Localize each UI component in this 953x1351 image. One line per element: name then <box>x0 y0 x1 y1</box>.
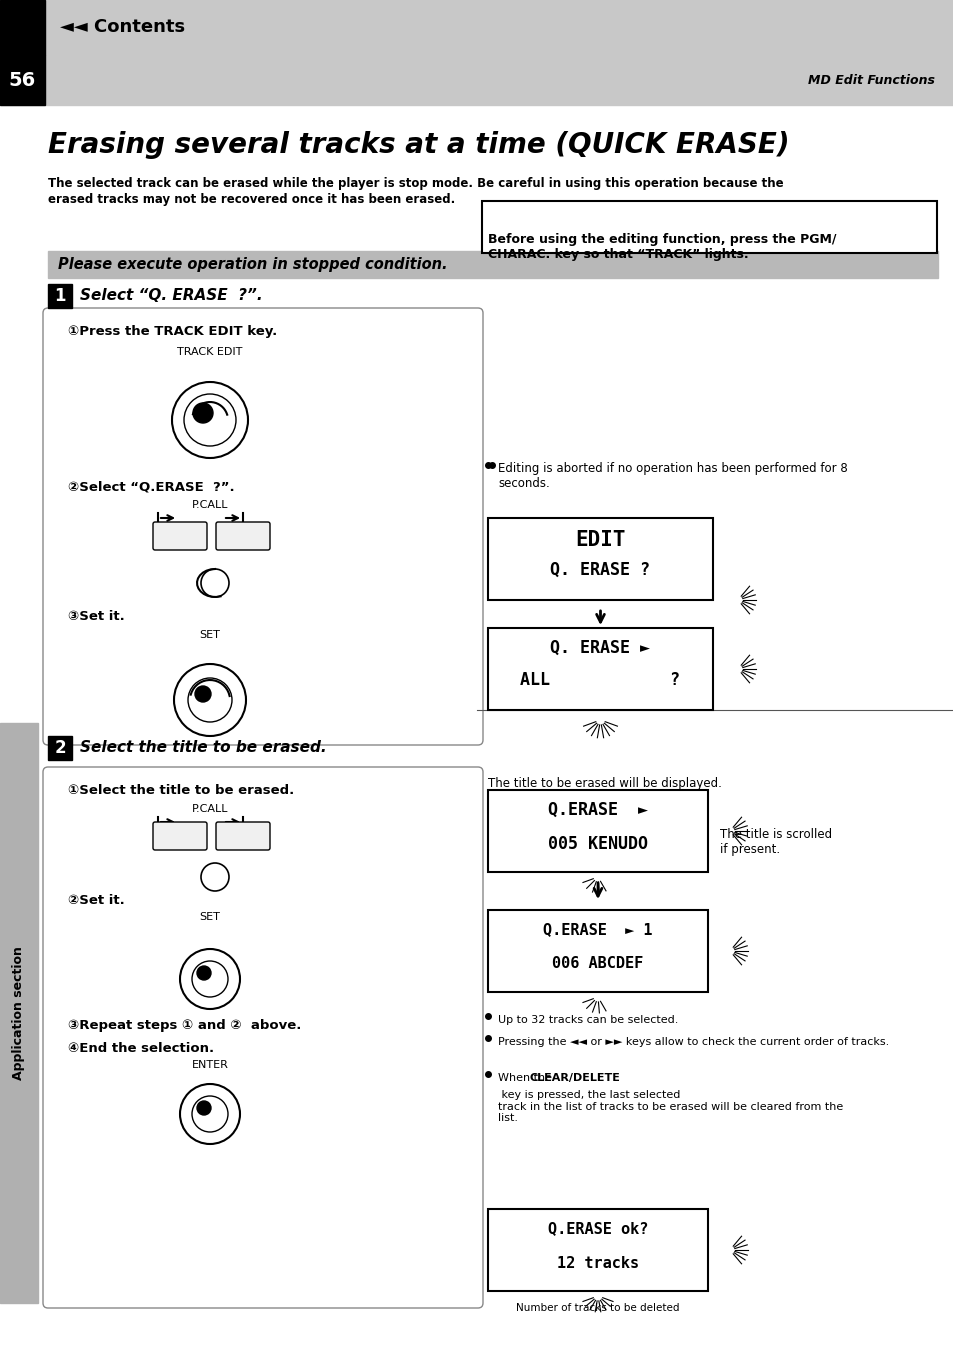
Text: 2: 2 <box>54 739 66 757</box>
Circle shape <box>201 863 229 892</box>
Text: Erasing several tracks at a time (QUICK ERASE): Erasing several tracks at a time (QUICK … <box>48 131 789 159</box>
Text: ①Select the title to be erased.: ①Select the title to be erased. <box>68 784 294 797</box>
Text: The selected track can be erased while the player is stop mode. Be careful in us: The selected track can be erased while t… <box>48 177 782 190</box>
Bar <box>0 0 45 55</box>
Text: EDIT: EDIT <box>575 530 625 550</box>
Text: ENTER: ENTER <box>192 1061 228 1070</box>
Bar <box>481 201 936 253</box>
FancyBboxPatch shape <box>43 308 482 744</box>
Text: Q.ERASE  ► 1: Q.ERASE ► 1 <box>542 923 652 938</box>
FancyBboxPatch shape <box>215 821 270 850</box>
Text: The title to be erased will be displayed.: The title to be erased will be displayed… <box>488 777 721 790</box>
Text: Q.ERASE ok?: Q.ERASE ok? <box>547 1221 647 1236</box>
Text: Before using the editing function, press the PGM/: Before using the editing function, press… <box>488 232 836 246</box>
Text: TRACK EDIT: TRACK EDIT <box>177 347 242 357</box>
Circle shape <box>172 382 248 458</box>
Bar <box>0 0 953 55</box>
Text: CHARAC. key so that “TRACK” lights.: CHARAC. key so that “TRACK” lights. <box>488 249 748 261</box>
Bar <box>0 55 45 105</box>
FancyBboxPatch shape <box>43 767 482 1308</box>
FancyBboxPatch shape <box>152 521 207 550</box>
Text: MD Edit Functions: MD Edit Functions <box>807 73 934 86</box>
Text: P.CALL: P.CALL <box>192 500 228 509</box>
Text: Up to 32 tracks can be selected.: Up to 32 tracks can be selected. <box>497 1015 678 1025</box>
Text: Select “Q. ERASE  ?”.: Select “Q. ERASE ?”. <box>80 289 262 304</box>
Text: SET: SET <box>199 630 220 640</box>
Text: 12 tracks: 12 tracks <box>557 1255 639 1270</box>
Circle shape <box>194 686 211 703</box>
Text: ②Select “Q.ERASE  ?”.: ②Select “Q.ERASE ?”. <box>68 480 234 493</box>
Text: ③Repeat steps ① and ②  above.: ③Repeat steps ① and ② above. <box>68 1019 301 1032</box>
Circle shape <box>192 961 228 997</box>
Text: 005 KENUDO: 005 KENUDO <box>547 835 647 852</box>
Text: Q.ERASE  ►: Q.ERASE ► <box>547 801 647 819</box>
Circle shape <box>192 1096 228 1132</box>
Text: Editing is aborted if no operation has been performed for 8
seconds.: Editing is aborted if no operation has b… <box>497 462 847 490</box>
Circle shape <box>201 569 229 597</box>
Text: Pressing the ◄◄ or ►► keys allow to check the current order of tracks.: Pressing the ◄◄ or ►► keys allow to chec… <box>497 1038 888 1047</box>
Bar <box>48 284 71 308</box>
Text: CLEAR/DELETE: CLEAR/DELETE <box>530 1073 620 1084</box>
Text: The title is scrolled
if present.: The title is scrolled if present. <box>720 828 831 857</box>
Circle shape <box>196 1101 211 1115</box>
Text: ◄◄ Contents: ◄◄ Contents <box>60 18 185 36</box>
FancyBboxPatch shape <box>215 521 270 550</box>
Circle shape <box>180 948 240 1009</box>
Text: 1: 1 <box>54 286 66 305</box>
Circle shape <box>188 678 232 721</box>
Bar <box>0 723 38 1302</box>
Bar <box>48 736 71 761</box>
Text: Q. ERASE ►: Q. ERASE ► <box>550 639 650 657</box>
Circle shape <box>173 663 246 736</box>
Bar <box>48 251 937 278</box>
Bar <box>488 628 712 711</box>
Circle shape <box>196 966 211 979</box>
Text: ②Set it.: ②Set it. <box>68 894 125 907</box>
Circle shape <box>180 1084 240 1144</box>
Text: When the: When the <box>497 1073 555 1084</box>
Bar <box>488 911 707 992</box>
Text: erased tracks may not be recovered once it has been erased.: erased tracks may not be recovered once … <box>48 193 455 205</box>
Text: ALL            ?: ALL ? <box>520 671 679 689</box>
Text: key is pressed, the last selected
track in the list of tracks to be erased will : key is pressed, the last selected track … <box>497 1090 842 1123</box>
Text: SET: SET <box>199 912 220 921</box>
Text: Number of tracks to be deleted: Number of tracks to be deleted <box>516 1302 679 1313</box>
Circle shape <box>193 403 213 423</box>
Bar <box>488 517 712 600</box>
Circle shape <box>184 394 235 446</box>
Text: 006 ABCDEF: 006 ABCDEF <box>552 957 643 971</box>
FancyBboxPatch shape <box>152 821 207 850</box>
Text: Q. ERASE ?: Q. ERASE ? <box>550 561 650 580</box>
Text: Please execute operation in stopped condition.: Please execute operation in stopped cond… <box>58 258 447 273</box>
Bar <box>488 1209 707 1292</box>
Bar <box>0 55 953 105</box>
Bar <box>488 790 707 871</box>
Text: Select the title to be erased.: Select the title to be erased. <box>80 740 326 755</box>
Text: ①Press the TRACK EDIT key.: ①Press the TRACK EDIT key. <box>68 326 277 338</box>
Text: Application section: Application section <box>12 946 26 1079</box>
Text: 56: 56 <box>9 70 35 89</box>
Text: ④End the selection.: ④End the selection. <box>68 1042 213 1055</box>
Text: ③Set it.: ③Set it. <box>68 611 125 623</box>
Text: P.CALL: P.CALL <box>192 804 228 815</box>
